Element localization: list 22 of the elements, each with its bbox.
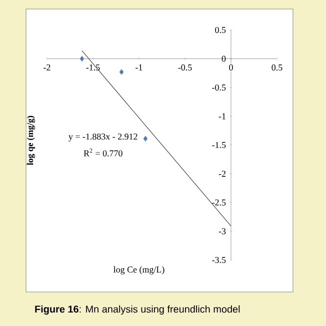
- x-tick-label: 0: [229, 64, 233, 70]
- y-tick-label: -2: [218, 170, 226, 177]
- y-axis-title: log qe (mg/g): [26, 116, 36, 166]
- point: [143, 136, 148, 142]
- text: Figure 16: Mn analysis using freundlich model: [35, 305, 240, 315]
- y-tick-label: -0.5: [212, 84, 226, 91]
- y-tick-label: -2.5: [212, 199, 226, 206]
- y-tick-label: 0: [222, 56, 226, 62]
- y-tick-label: -3.5: [212, 256, 226, 264]
- annotation: R$^{2}$ = 0.770: [84, 148, 122, 156]
- x-tick-label: -1: [136, 64, 142, 70]
- x-tick-label: -0.5: [178, 64, 192, 71]
- y-tick-label: -1.5: [212, 142, 226, 148]
- y-tick-label: 0.5: [215, 26, 226, 34]
- annotation: y = -1.883x - 2.912: [68, 134, 138, 142]
- y-tick-label: -3: [218, 228, 226, 234]
- x-tick-label: -2: [44, 64, 50, 70]
- x-tick-label: 0.5: [272, 64, 282, 71]
- point: [119, 69, 124, 75]
- point: [80, 56, 84, 62]
- y-tick-label: -1: [218, 113, 226, 120]
- x-axis-title: log Ce (mg/L): [114, 266, 164, 274]
